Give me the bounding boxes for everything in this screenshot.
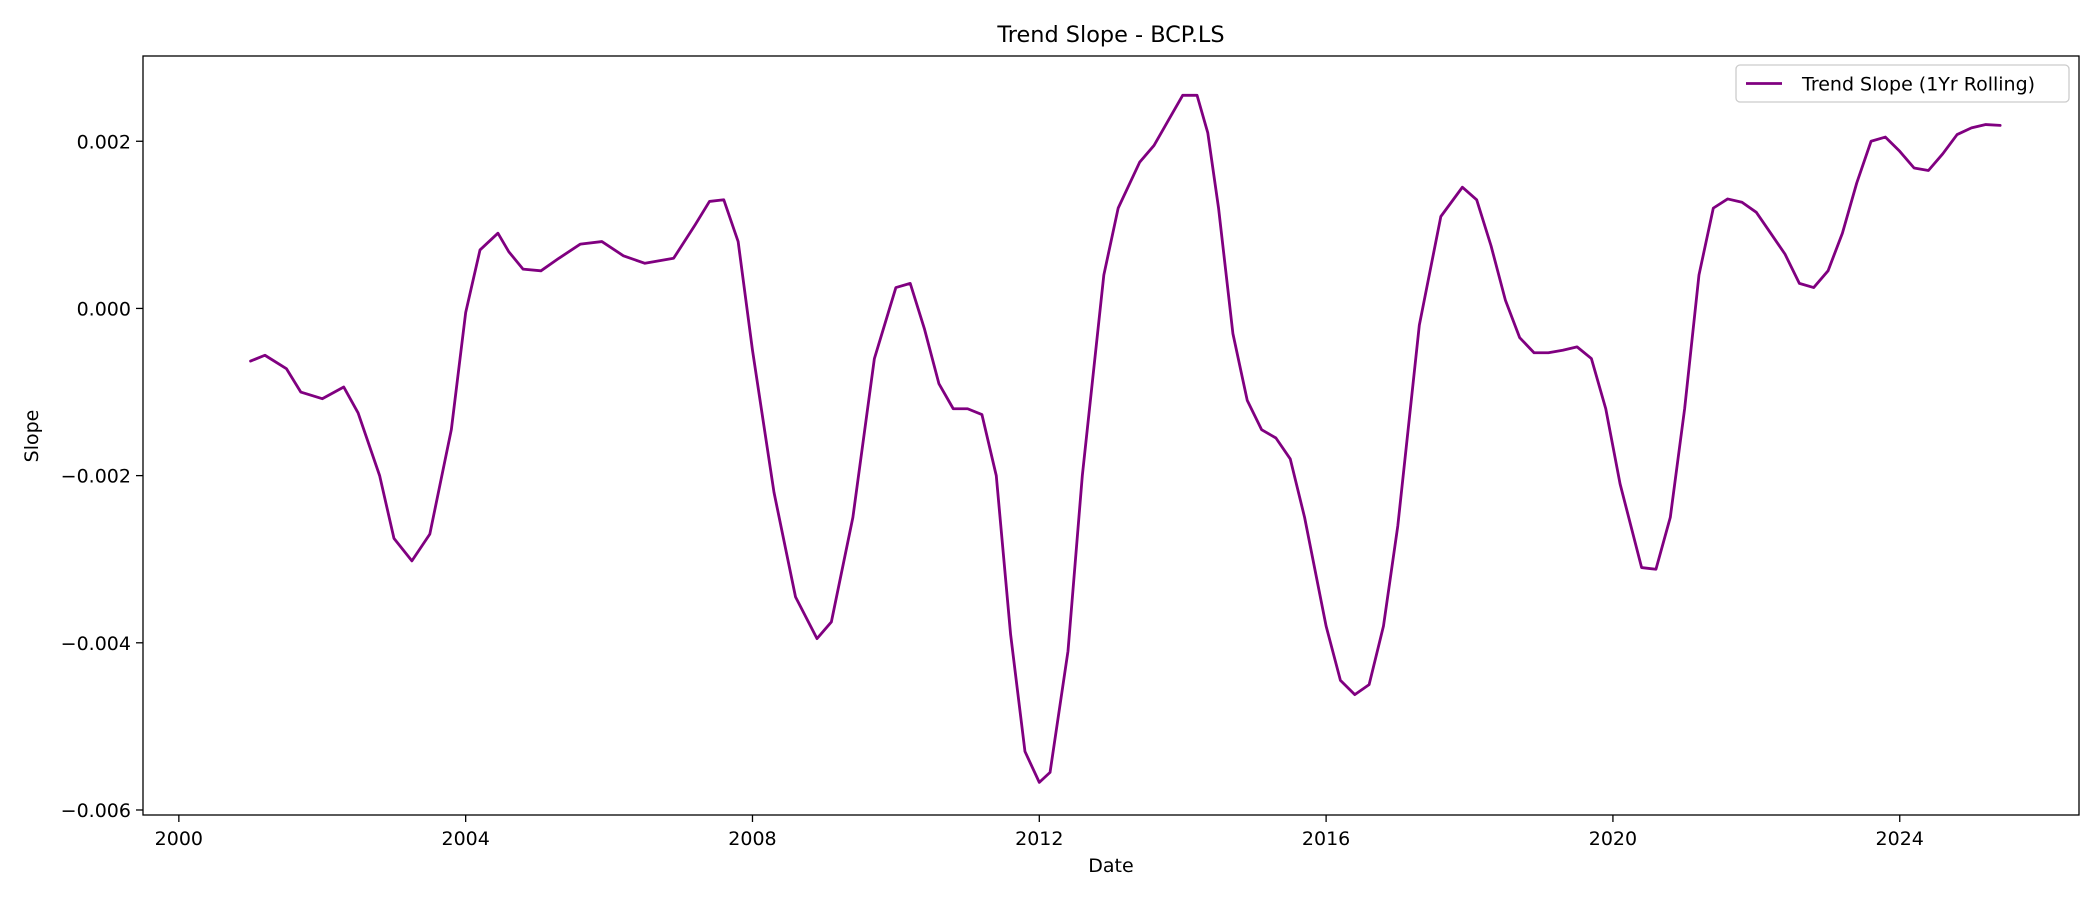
x-tick-label: 2024 xyxy=(1876,828,1924,850)
legend: Trend Slope (1Yr Rolling) xyxy=(1735,64,2070,103)
chart-title: Trend Slope - BCP.LS xyxy=(996,22,1224,48)
plot-area: 2000 2004 2008 2012 2016 2020 2024 0.002 0.000 −0… xyxy=(61,55,2080,850)
y-tick-label: −0.002 xyxy=(61,466,131,488)
y-tick-label: 0.002 xyxy=(77,131,131,153)
x-tick-label: 2008 xyxy=(728,828,776,850)
plot-frame xyxy=(142,55,2080,816)
y-axis-label: Slope xyxy=(21,410,43,463)
x-tick-label: 2004 xyxy=(441,828,489,850)
x-tick-label: 2016 xyxy=(1302,828,1350,850)
y-tick-label: 0.000 xyxy=(77,298,131,320)
x-axis-label: Date xyxy=(1088,855,1133,877)
y-tick-label: −0.004 xyxy=(61,633,131,655)
x-tick-label: 2000 xyxy=(155,828,203,850)
y-tick-label: −0.006 xyxy=(61,800,131,822)
legend-label: Trend Slope (1Yr Rolling) xyxy=(1801,74,2035,96)
x-tick-label: 2012 xyxy=(1015,828,1063,850)
series-line-0 xyxy=(249,93,2002,784)
legend-box xyxy=(1735,64,2070,103)
x-tick-label: 2020 xyxy=(1589,828,1637,850)
